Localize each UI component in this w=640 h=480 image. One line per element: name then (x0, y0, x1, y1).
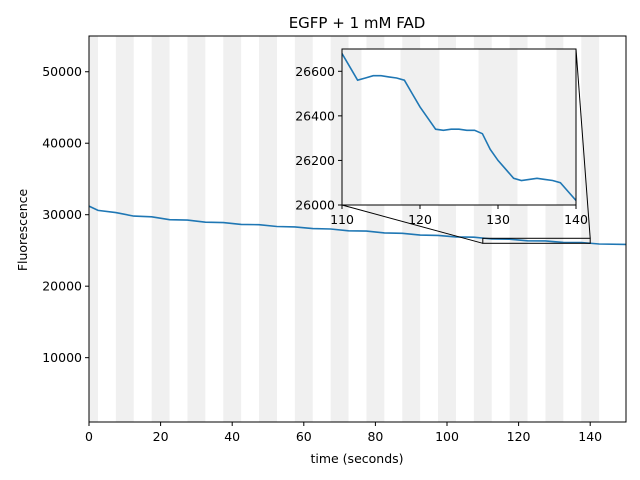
inset-series-line (342, 53, 576, 202)
inset-shaded-interval (556, 49, 576, 205)
inset-background (342, 49, 576, 205)
inset-shaded-interval (478, 49, 518, 205)
inset-zoom-plot: 110 120 130 140 26000 26200 26400 26600 (295, 48, 588, 227)
shaded-interval (151, 36, 170, 422)
inset-y-tick-label: 26000 (295, 198, 335, 213)
inset-shaded-interval (400, 49, 440, 205)
y-tick-label: 50000 (42, 64, 82, 79)
y-tick-label: 40000 (42, 136, 82, 151)
inset-y-tick-label: 26600 (295, 64, 335, 79)
inset-x-tick-label: 110 (330, 212, 354, 227)
zoom-region-box (482, 237, 591, 244)
inset-y-tick-label: 26400 (295, 108, 335, 123)
x-tick-label: 140 (578, 429, 602, 444)
x-tick-label: 40 (224, 429, 240, 444)
y-tick-label: 10000 (42, 350, 82, 365)
x-tick-label: 100 (435, 429, 459, 444)
shaded-interval (259, 36, 277, 422)
inset-frame (341, 48, 577, 206)
x-tick-label: 80 (367, 429, 383, 444)
inset-x-tick-label: 140 (564, 212, 588, 227)
axes-frame (88, 35, 627, 423)
x-tick-label: 0 (85, 429, 93, 444)
inset-x-tick-label: 120 (408, 212, 432, 227)
main-plot-area: 0 20 40 60 80 100 120 140 10000 20000 30000 40000 50… (42, 35, 627, 444)
inset-y-tick-label: 26200 (295, 153, 335, 168)
shaded-interval (581, 36, 600, 422)
x-tick-label: 60 (296, 429, 312, 444)
shaded-interval (187, 36, 206, 422)
zoom-connectors (341, 48, 591, 244)
x-axis-label: time (seconds) (310, 451, 403, 466)
chart-title: EGFP + 1 mM FAD (289, 14, 426, 32)
shaded-interval (223, 36, 242, 422)
series-line (88, 205, 627, 246)
y-axis-label: Fluorescence (15, 189, 30, 272)
connector-line-left (341, 204, 483, 244)
x-tick-label: 20 (153, 429, 169, 444)
inset-shaded-interval (342, 49, 362, 205)
shaded-interval (294, 36, 313, 422)
inset-x-tick-label: 130 (486, 212, 510, 227)
y-tick-label: 30000 (42, 207, 82, 222)
x-tick-label: 120 (507, 429, 531, 444)
y-tick-label: 20000 (42, 279, 82, 294)
connector-line-right (575, 48, 591, 239)
shaded-interval (115, 36, 134, 422)
inset-content (342, 49, 576, 205)
shaded-interval (89, 36, 98, 422)
